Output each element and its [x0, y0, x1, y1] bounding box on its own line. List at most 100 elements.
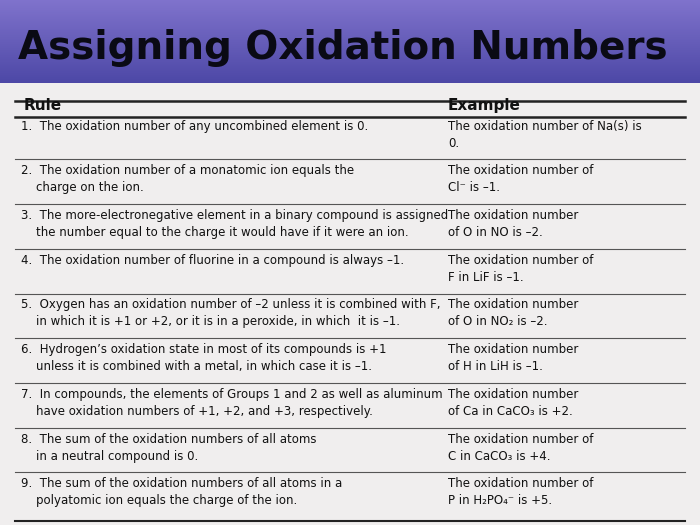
- Bar: [0, 65, 700, 66]
- Bar: [0, 80, 700, 81]
- Bar: [0, 63, 700, 64]
- Bar: [0, 4, 700, 5]
- Bar: [0, 46, 700, 47]
- Text: Assigning Oxidation Numbers: Assigning Oxidation Numbers: [18, 29, 667, 67]
- Text: The oxidation number of
Cl⁻ is –1.: The oxidation number of Cl⁻ is –1.: [448, 164, 594, 194]
- Bar: [0, 53, 700, 54]
- Text: 7.  In compounds, the elements of Groups 1 and 2 as well as aluminum
    have ox: 7. In compounds, the elements of Groups …: [21, 388, 442, 418]
- Bar: [0, 31, 700, 32]
- Bar: [0, 32, 700, 33]
- Bar: [0, 75, 700, 76]
- Bar: [0, 0, 700, 1]
- Text: 6.  Hydrogen’s oxidation state in most of its compounds is +1
    unless it is c: 6. Hydrogen’s oxidation state in most of…: [21, 343, 386, 373]
- Bar: [0, 40, 700, 41]
- Bar: [0, 23, 700, 24]
- Bar: [0, 22, 700, 23]
- Bar: [0, 48, 700, 49]
- Bar: [0, 1, 700, 2]
- Bar: [0, 62, 700, 63]
- Bar: [0, 69, 700, 70]
- Bar: [0, 28, 700, 29]
- Bar: [0, 33, 700, 34]
- Bar: [0, 2, 700, 3]
- Bar: [0, 77, 700, 78]
- Bar: [0, 54, 700, 55]
- Bar: [0, 57, 700, 58]
- Text: 9.  The sum of the oxidation numbers of all atoms in a
    polyatomic ion equals: 9. The sum of the oxidation numbers of a…: [21, 477, 342, 507]
- Bar: [0, 61, 700, 62]
- Bar: [0, 11, 700, 12]
- Text: 8.  The sum of the oxidation numbers of all atoms
    in a neutral compound is 0: 8. The sum of the oxidation numbers of a…: [21, 433, 316, 463]
- Bar: [0, 30, 700, 31]
- Text: Example: Example: [448, 98, 521, 113]
- Bar: [0, 8, 700, 9]
- Text: The oxidation number
of O in NO₂ is –2.: The oxidation number of O in NO₂ is –2.: [448, 298, 578, 329]
- Text: 3.  The more-electronegative element in a binary compound is assigned
    the nu: 3. The more-electronegative element in a…: [21, 209, 448, 239]
- Bar: [0, 38, 700, 39]
- Bar: [0, 39, 700, 40]
- Bar: [0, 59, 700, 60]
- Bar: [0, 26, 700, 27]
- Text: The oxidation number of
P in H₂PO₄⁻ is +5.: The oxidation number of P in H₂PO₄⁻ is +…: [448, 477, 594, 507]
- Bar: [0, 52, 700, 53]
- Bar: [0, 7, 700, 8]
- Bar: [0, 68, 700, 69]
- Bar: [0, 74, 700, 75]
- Bar: [0, 34, 700, 35]
- Bar: [0, 25, 700, 26]
- Text: The oxidation number of
C in CaCO₃ is +4.: The oxidation number of C in CaCO₃ is +4…: [448, 433, 594, 463]
- Bar: [0, 78, 700, 79]
- Bar: [0, 71, 700, 72]
- Bar: [0, 60, 700, 61]
- Bar: [0, 81, 700, 82]
- Bar: [0, 35, 700, 36]
- Bar: [0, 6, 700, 7]
- Text: The oxidation number
of O in NO is –2.: The oxidation number of O in NO is –2.: [448, 209, 578, 239]
- Text: 5.  Oxygen has an oxidation number of –2 unless it is combined with F,
    in wh: 5. Oxygen has an oxidation number of –2 …: [21, 298, 440, 329]
- Bar: [0, 56, 700, 57]
- Bar: [0, 76, 700, 77]
- Bar: [0, 72, 700, 74]
- Bar: [0, 70, 700, 71]
- Bar: [0, 44, 700, 45]
- Bar: [0, 15, 700, 16]
- Bar: [0, 17, 700, 18]
- Bar: [0, 79, 700, 80]
- Bar: [0, 43, 700, 44]
- Bar: [0, 3, 700, 4]
- Text: The oxidation number
of Ca in CaCO₃ is +2.: The oxidation number of Ca in CaCO₃ is +…: [448, 388, 578, 418]
- Bar: [0, 5, 700, 6]
- Bar: [0, 10, 700, 11]
- Text: The oxidation number
of H in LiH is –1.: The oxidation number of H in LiH is –1.: [448, 343, 578, 373]
- Bar: [0, 20, 700, 22]
- Bar: [0, 24, 700, 25]
- Text: 1.  The oxidation number of any uncombined element is 0.: 1. The oxidation number of any uncombine…: [21, 120, 368, 133]
- Bar: [0, 41, 700, 42]
- Bar: [0, 16, 700, 17]
- Bar: [0, 29, 700, 30]
- Bar: [0, 47, 700, 48]
- Bar: [0, 55, 700, 56]
- Bar: [0, 82, 700, 83]
- Text: 2.  The oxidation number of a monatomic ion equals the
    charge on the ion.: 2. The oxidation number of a monatomic i…: [21, 164, 354, 194]
- Bar: [0, 50, 700, 51]
- Bar: [0, 36, 700, 37]
- Bar: [0, 45, 700, 46]
- Bar: [0, 37, 700, 38]
- Bar: [0, 66, 700, 67]
- Bar: [0, 14, 700, 15]
- Text: Rule: Rule: [24, 98, 62, 113]
- Bar: [0, 49, 700, 50]
- Bar: [0, 58, 700, 59]
- Bar: [0, 51, 700, 52]
- Text: The oxidation number of Na(s) is
0.: The oxidation number of Na(s) is 0.: [448, 120, 642, 150]
- Text: 4.  The oxidation number of fluorine in a compound is always –1.: 4. The oxidation number of fluorine in a…: [21, 254, 404, 267]
- Bar: [0, 19, 700, 20]
- Bar: [0, 18, 700, 19]
- Bar: [0, 12, 700, 13]
- Text: The oxidation number of
F in LiF is –1.: The oxidation number of F in LiF is –1.: [448, 254, 594, 284]
- Bar: [0, 27, 700, 28]
- Bar: [0, 42, 700, 43]
- Bar: [0, 67, 700, 68]
- Bar: [0, 9, 700, 10]
